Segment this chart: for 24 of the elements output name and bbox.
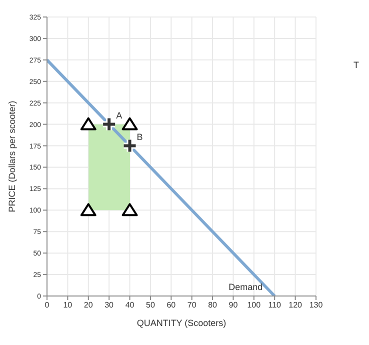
y-axis-title: PRICE (Dollars per scooter)	[7, 100, 18, 212]
x-tick-label: 70	[187, 300, 197, 310]
x-tick-label: 40	[125, 300, 135, 310]
point	[122, 117, 138, 130]
series-label: Demand	[228, 282, 263, 292]
x-tick-label: 130	[309, 300, 324, 310]
x-tick-label: 80	[208, 300, 218, 310]
x-tick-label: 50	[146, 300, 156, 310]
x-tick-label: 60	[166, 300, 176, 310]
point	[122, 203, 138, 216]
x-tick-label: 100	[247, 300, 262, 310]
x-tick-label: 20	[84, 300, 94, 310]
point	[80, 203, 96, 216]
x-axis-title: QUANTITY (Scooters)	[136, 318, 226, 328]
x-tick-label: 90	[228, 300, 238, 310]
x-tick-label: 30	[104, 300, 114, 310]
annotation: B	[136, 132, 143, 142]
x-tick-label: 10	[63, 300, 73, 310]
point	[80, 117, 96, 130]
x-tick-label: 120	[288, 300, 303, 310]
text: T	[354, 60, 359, 70]
x-tick-label: 110	[268, 300, 282, 310]
x-tick-label: 0	[44, 300, 50, 310]
annotation: A	[116, 110, 122, 120]
